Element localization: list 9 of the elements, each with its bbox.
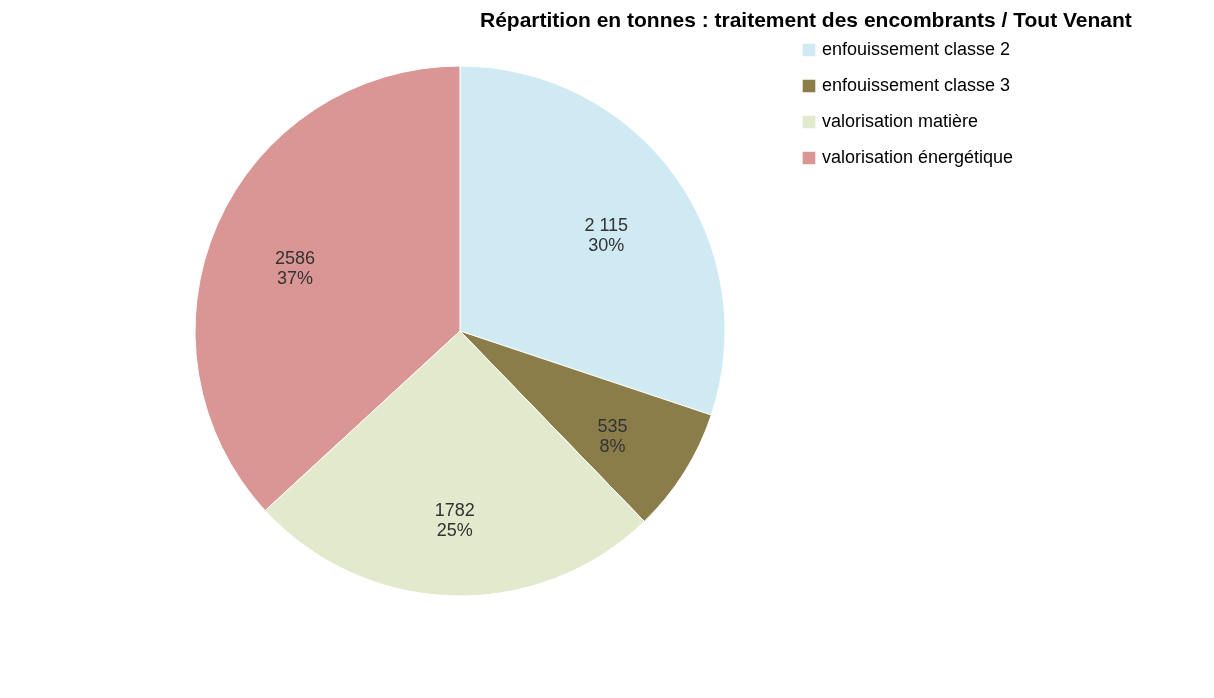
data-label: 535 8% [597,416,628,457]
data-label: 2586 37% [274,247,315,288]
legend-label: valorisation énergétique [822,147,1014,167]
chart-title: Répartition en tonnes : traitement des encombrants / Tout Venant [480,8,1132,31]
legend-label: valorisation matière [822,111,979,131]
legend-label: enfouissement classe 2 [822,39,1011,59]
data-label: 1782 25% [434,500,475,541]
legend-label: enfouissement classe 3 [822,75,1011,95]
data-label: 2 115 30% [584,214,629,255]
